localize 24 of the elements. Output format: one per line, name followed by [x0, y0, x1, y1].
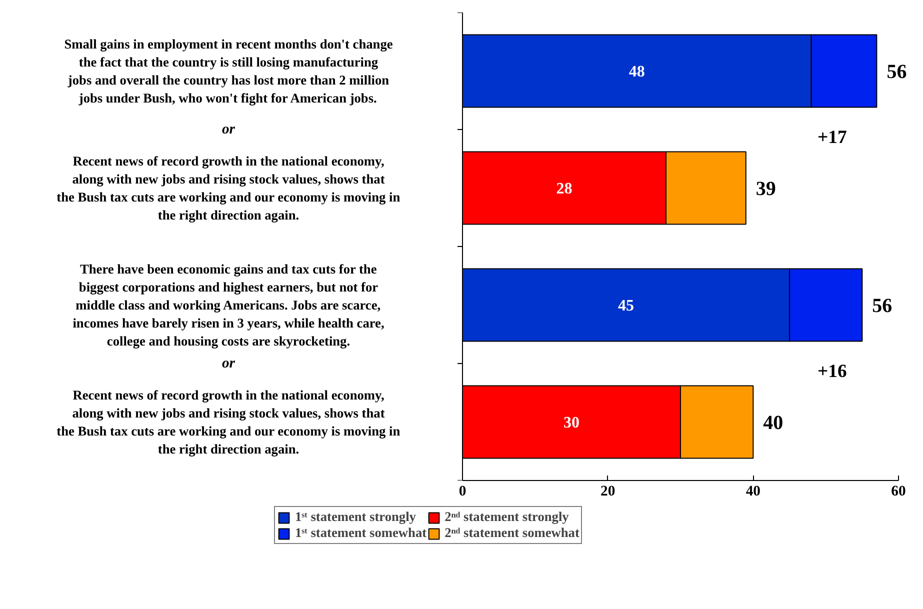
text: or [222, 122, 236, 138]
legend-label: 2ⁿᵈ statement somewhat [444, 525, 580, 541]
x-tick-label: 0 [458, 484, 466, 500]
y-tick-label: Recent news of record growth in the national economy, along with new jobs and rising stock values, shows that the Bush tax cuts are working and our economy is moving in the right direction again. [56, 154, 401, 222]
data-label: 48 [628, 64, 645, 80]
y-tick-label: Recent news of record growth in the national economy, along with new jobs and rising stock values, shows that the Bush tax cuts are working and our economy is moving in the right direction again. [56, 388, 401, 456]
total-label: 56 [886, 61, 907, 83]
data-label: 30 [564, 414, 580, 432]
y-tick-label: Small gains in employment in recent months don't change the fact that the country is still losing manufacturing jobs and overall the country has lost more than 2 million jobs under Bush, who won't fight for American jobs. [64, 36, 393, 106]
data-label: 45 [618, 298, 634, 314]
total-label: 40 [763, 412, 784, 434]
total-label: 39 [756, 178, 776, 200]
total-label: 56 [872, 295, 892, 317]
annotation: +16 [818, 361, 847, 382]
x-tick-label: 20 [600, 484, 616, 500]
legend-label: 1ˢᵗ statement strongly [295, 509, 416, 525]
y-tick-label: There have been economic gains and tax cuts for the biggest corporations and highest earners, but not for middle class and working Americans. Jobs are scarce, incomes have barely risen in 3 years, while health care, college and housing costs are skyrocketing. [72, 262, 384, 348]
data-label: 28 [556, 180, 572, 198]
legend-label: 2ⁿᵈ statement strongly [444, 509, 569, 525]
legend-label: 1ˢᵗ statement somewhat [295, 525, 427, 541]
annotation: +17 [818, 127, 847, 148]
x-tick-label: 60 [891, 484, 906, 500]
text: or [222, 356, 236, 372]
x-tick-label: 40 [746, 484, 760, 500]
